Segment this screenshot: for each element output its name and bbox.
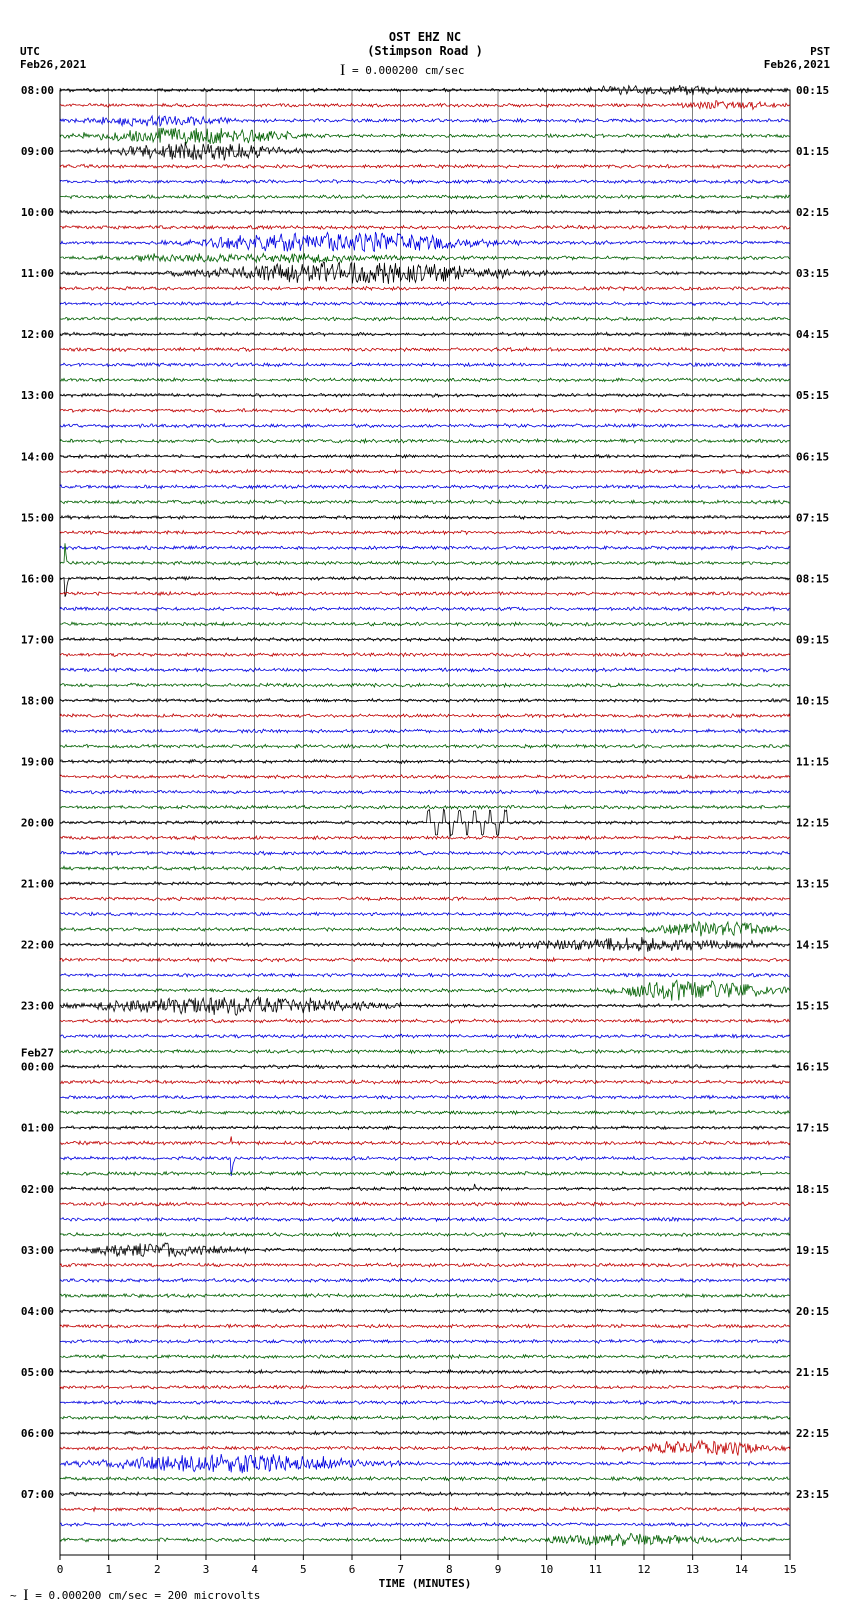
seismogram-plot: 0123456789101112131415TIME (MINUTES)08:0… <box>0 0 850 1613</box>
svg-text:2: 2 <box>154 1563 161 1576</box>
svg-text:14:15: 14:15 <box>796 939 829 952</box>
svg-text:05:15: 05:15 <box>796 389 829 402</box>
svg-text:05:00: 05:00 <box>21 1366 54 1379</box>
svg-text:00:00: 00:00 <box>21 1061 54 1074</box>
svg-text:13:15: 13:15 <box>796 878 829 891</box>
svg-text:10:15: 10:15 <box>796 694 829 707</box>
svg-text:15: 15 <box>783 1563 796 1576</box>
svg-text:04:00: 04:00 <box>21 1305 54 1318</box>
svg-text:22:15: 22:15 <box>796 1427 829 1440</box>
svg-text:01:15: 01:15 <box>796 145 829 158</box>
svg-text:00:15: 00:15 <box>796 84 829 97</box>
svg-text:19:00: 19:00 <box>21 755 54 768</box>
svg-text:7: 7 <box>397 1563 404 1576</box>
svg-text:5: 5 <box>300 1563 307 1576</box>
svg-text:TIME (MINUTES): TIME (MINUTES) <box>379 1577 472 1590</box>
svg-text:8: 8 <box>446 1563 453 1576</box>
svg-text:15:00: 15:00 <box>21 511 54 524</box>
svg-text:11:00: 11:00 <box>21 267 54 280</box>
svg-text:18:15: 18:15 <box>796 1183 829 1196</box>
svg-text:11:15: 11:15 <box>796 755 829 768</box>
svg-text:18:00: 18:00 <box>21 694 54 707</box>
svg-text:11: 11 <box>589 1563 602 1576</box>
svg-text:06:00: 06:00 <box>21 1427 54 1440</box>
svg-text:12: 12 <box>637 1563 650 1576</box>
svg-text:15:15: 15:15 <box>796 1000 829 1013</box>
svg-text:08:15: 08:15 <box>796 572 829 585</box>
svg-text:20:00: 20:00 <box>21 817 54 830</box>
svg-text:21:15: 21:15 <box>796 1366 829 1379</box>
svg-text:23:00: 23:00 <box>21 1000 54 1013</box>
svg-text:22:00: 22:00 <box>21 939 54 952</box>
svg-text:13: 13 <box>686 1563 699 1576</box>
svg-text:08:00: 08:00 <box>21 84 54 97</box>
svg-text:1: 1 <box>105 1563 112 1576</box>
svg-text:6: 6 <box>349 1563 356 1576</box>
svg-text:02:00: 02:00 <box>21 1183 54 1196</box>
svg-text:3: 3 <box>203 1563 210 1576</box>
svg-text:21:00: 21:00 <box>21 878 54 891</box>
svg-text:9: 9 <box>495 1563 502 1576</box>
svg-text:14: 14 <box>735 1563 749 1576</box>
svg-text:06:15: 06:15 <box>796 450 829 463</box>
footer-scale: ~ I = 0.000200 cm/sec = 200 microvolts <box>10 1587 260 1605</box>
svg-text:20:15: 20:15 <box>796 1305 829 1318</box>
svg-text:03:00: 03:00 <box>21 1244 54 1257</box>
svg-text:04:15: 04:15 <box>796 328 829 341</box>
svg-text:Feb27: Feb27 <box>21 1047 54 1060</box>
svg-text:16:15: 16:15 <box>796 1061 829 1074</box>
svg-text:13:00: 13:00 <box>21 389 54 402</box>
svg-text:4: 4 <box>251 1563 258 1576</box>
svg-text:09:15: 09:15 <box>796 633 829 646</box>
svg-text:17:00: 17:00 <box>21 633 54 646</box>
svg-text:01:00: 01:00 <box>21 1122 54 1135</box>
svg-text:14:00: 14:00 <box>21 450 54 463</box>
svg-text:17:15: 17:15 <box>796 1122 829 1135</box>
svg-text:10: 10 <box>540 1563 553 1576</box>
svg-text:03:15: 03:15 <box>796 267 829 280</box>
svg-text:0: 0 <box>57 1563 64 1576</box>
svg-text:02:15: 02:15 <box>796 206 829 219</box>
svg-text:16:00: 16:00 <box>21 572 54 585</box>
svg-text:19:15: 19:15 <box>796 1244 829 1257</box>
svg-text:09:00: 09:00 <box>21 145 54 158</box>
svg-text:07:00: 07:00 <box>21 1488 54 1501</box>
seismogram-container: UTC Feb26,2021 PST Feb26,2021 OST EHZ NC… <box>0 0 850 1613</box>
svg-text:10:00: 10:00 <box>21 206 54 219</box>
svg-text:12:00: 12:00 <box>21 328 54 341</box>
svg-text:12:15: 12:15 <box>796 817 829 830</box>
svg-text:23:15: 23:15 <box>796 1488 829 1501</box>
svg-text:07:15: 07:15 <box>796 511 829 524</box>
